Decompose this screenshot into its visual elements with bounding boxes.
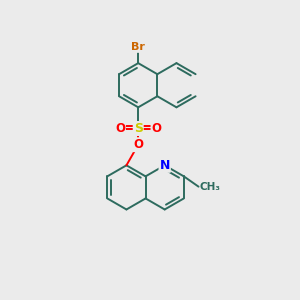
Text: Br: Br [131, 42, 145, 52]
Text: N: N [160, 159, 170, 172]
Text: CH₃: CH₃ [199, 182, 220, 192]
Text: O: O [133, 138, 143, 151]
Text: O: O [152, 122, 161, 135]
Text: O: O [115, 122, 125, 135]
Text: S: S [134, 122, 143, 135]
